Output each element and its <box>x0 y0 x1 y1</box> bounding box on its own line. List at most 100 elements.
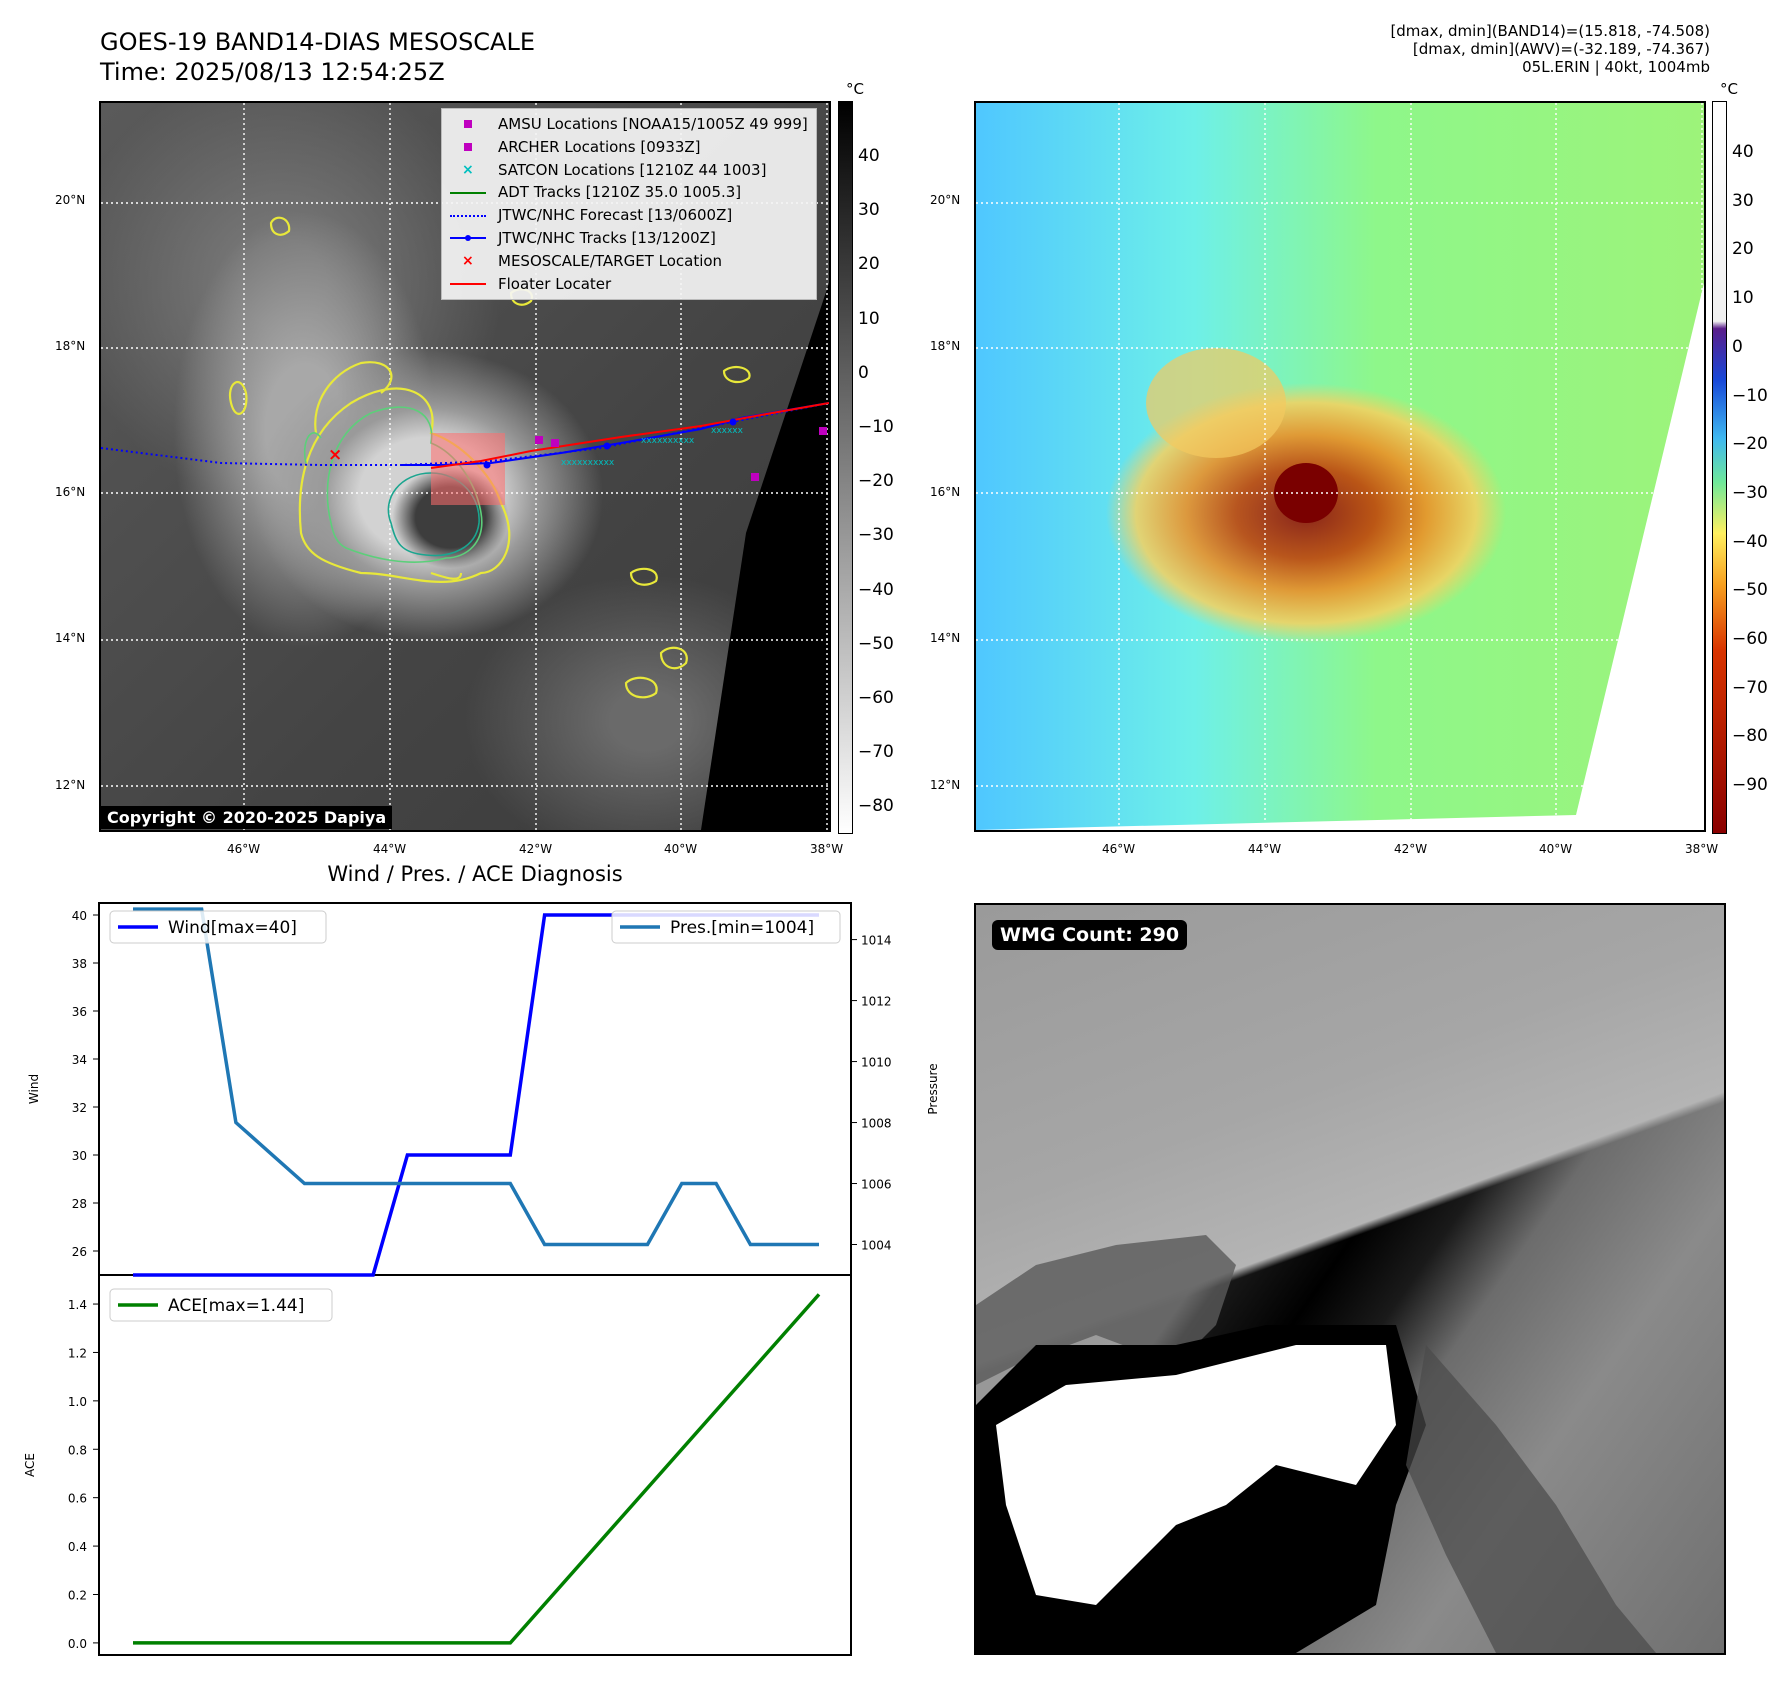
pressure-ytick-label: 1010 <box>861 1056 892 1070</box>
colorbar-tick-label: −80 <box>1732 726 1768 747</box>
ir-map-panel: xxxxxxxxxx xxxxxxxxxx xxxxxx × AMSU Loca… <box>99 101 831 832</box>
colorbar-tick-label: 40 <box>858 146 880 166</box>
lat-tick-label: 14°N <box>930 631 961 645</box>
wind-ytick-label: 36 <box>72 1005 87 1019</box>
lat-tick-label: 18°N <box>55 339 86 353</box>
chart-time: Time: 2025/08/13 12:54:25Z <box>100 58 445 86</box>
pressure-axis-label: Pressure <box>926 1063 940 1114</box>
awv-colorbar <box>1712 101 1727 834</box>
lon-tick-label: 46°W <box>227 842 261 856</box>
lat-tick-label: 16°N <box>930 485 961 499</box>
lon-tick-label: 42°W <box>1394 842 1428 856</box>
colorbar-tick-label: −10 <box>1732 385 1768 406</box>
square-marker-icon <box>450 117 486 131</box>
wind-series-line <box>133 913 819 1277</box>
legend-item-tracks: JTWC/NHC Tracks [13/1200Z] <box>450 227 808 250</box>
colorbar-tick-label: 10 <box>858 308 880 329</box>
legend-item-adt: ADT Tracks [1210Z 35.0 1005.3] <box>450 181 808 204</box>
wind-legend-label: Wind[max=40] <box>168 918 297 938</box>
lat-tick-label: 16°N <box>55 485 86 499</box>
colorbar-tick-label: 10 <box>1732 288 1754 309</box>
colorbar-tick-label: −20 <box>858 471 894 492</box>
wind-ytick-label: 26 <box>72 1245 87 1259</box>
colorbar-tick-label: 40 <box>1732 142 1754 162</box>
wind-pressure-axes-frame <box>98 902 852 1276</box>
wind-ytick-label: 38 <box>72 957 87 971</box>
colorbar-tick-label: −40 <box>858 579 894 600</box>
info-block: [dmax, dmin](BAND14)=(15.818, -74.508) [… <box>1200 22 1710 76</box>
wind-ytick-label: 40 <box>72 909 87 923</box>
ace-ytick-label: 0.8 <box>68 1443 87 1457</box>
lon-tick-label: 44°W <box>1248 842 1282 856</box>
ace-axis-label: ACE <box>23 1453 37 1477</box>
x-marker-icon: × <box>462 253 474 270</box>
x-marker-icon: × <box>462 161 474 178</box>
pressure-ytick-label: 1012 <box>861 995 892 1009</box>
lat-tick-label: 18°N <box>930 339 961 353</box>
map-legend: AMSU Locations [NOAA15/1005Z 49 999] ARC… <box>441 108 817 301</box>
chart-title: GOES-19 BAND14-DIAS MESOSCALE <box>100 28 536 56</box>
legend-item-satcon: × SATCON Locations [1210Z 44 1003] <box>450 159 808 182</box>
copyright-label: Copyright © 2020-2025 Dapiya <box>101 806 393 829</box>
wind-axis-label: Wind <box>27 1074 41 1104</box>
wind-ytick-label: 34 <box>72 1053 87 1067</box>
colorbar-tick-label: 30 <box>1732 190 1754 211</box>
lon-tick-label: 38°W <box>810 842 844 856</box>
info-line-2: [dmax, dmin](AWV)=(-32.189, -74.367) <box>1412 40 1710 58</box>
ace-axes-frame <box>98 1274 852 1656</box>
legend-item-mesoscale: × MESOSCALE/TARGET Location <box>450 250 808 273</box>
colorbar-tick-label: 0 <box>858 362 869 383</box>
pressure-ytick-label: 1006 <box>861 1178 892 1192</box>
line-dot-icon <box>450 231 486 245</box>
colorbar-tick-label: 30 <box>858 200 880 221</box>
diagnosis-chart: 26 28 30 32 34 36 38 40 1004 1006 1008 1010 1012 1014… <box>23 902 940 1656</box>
info-line-1: [dmax, dmin](BAND14)=(15.818, -74.508) <box>1390 22 1710 40</box>
pressure-series-line <box>133 907 819 1247</box>
colorbar-tick-label: −70 <box>858 742 894 763</box>
legend-item-archer: ARCHER Locations [0933Z] <box>450 136 808 159</box>
svg-text:xxxxxxxxxx: xxxxxxxxxx <box>641 436 695 446</box>
diag-title: Wind / Pres. / ACE Diagnosis <box>327 862 623 886</box>
ace-ytick-label: 1.4 <box>68 1298 87 1312</box>
lon-tick-label: 44°W <box>373 842 407 856</box>
pressure-ytick-label: 1004 <box>861 1239 892 1253</box>
colorbar-tick-label: 20 <box>858 254 880 275</box>
ace-ytick-label: 0.2 <box>68 1588 87 1602</box>
colorbar-tick-label: −80 <box>858 796 894 817</box>
lat-tick-label: 14°N <box>55 631 86 645</box>
lat-tick-label: 12°N <box>930 778 961 792</box>
ace-legend-label: ACE[max=1.44] <box>168 1296 304 1316</box>
ace-legend-box <box>109 1288 333 1322</box>
colorbar-tick-label: −20 <box>1732 434 1768 455</box>
svg-text:xxxxxx: xxxxxx <box>711 426 744 436</box>
lon-tick-label: 40°W <box>1539 842 1573 856</box>
pressure-ytick-label: 1014 <box>861 934 892 948</box>
wind-legend-box <box>109 910 327 944</box>
ace-ytick-label: 0.4 <box>68 1540 87 1554</box>
square-marker-icon <box>450 140 486 154</box>
lon-tick-label: 40°W <box>664 842 698 856</box>
lat-tick-label: 20°N <box>930 193 961 207</box>
legend-item-forecast: JTWC/NHC Forecast [13/0600Z] <box>450 204 808 227</box>
ace-series-line <box>133 1293 821 1645</box>
pressure-ytick-label: 1008 <box>861 1117 892 1131</box>
colorbar-tick-label: −60 <box>1732 629 1768 649</box>
colorbar-tick-label: 0 <box>1732 336 1743 357</box>
info-line-3: 05L.ERIN | 40kt, 1004mb <box>1522 58 1710 76</box>
ace-ytick-label: 0.6 <box>68 1492 87 1506</box>
colorbar-tick-label: −30 <box>858 525 894 546</box>
wmg-panel <box>974 903 1726 1655</box>
lon-tick-label: 46°W <box>1102 842 1136 856</box>
svg-text:×: × <box>328 445 342 465</box>
wmg-count-badge: WMG Count: 290 <box>992 920 1188 950</box>
wind-ytick-label: 30 <box>72 1149 87 1163</box>
ace-ytick-label: 0.0 <box>68 1637 87 1651</box>
ir-colorbar <box>838 101 853 834</box>
awv-map-panel <box>974 101 1706 832</box>
lon-tick-label: 38°W <box>1685 842 1719 856</box>
colorbar-tick-label: −90 <box>1732 775 1768 796</box>
colorbar-tick-label: −30 <box>1732 482 1768 503</box>
lat-tick-label: 20°N <box>55 193 86 207</box>
legend-item-amsu: AMSU Locations [NOAA15/1005Z 49 999] <box>450 113 808 136</box>
colorbar-tick-label: −40 <box>1732 531 1768 552</box>
